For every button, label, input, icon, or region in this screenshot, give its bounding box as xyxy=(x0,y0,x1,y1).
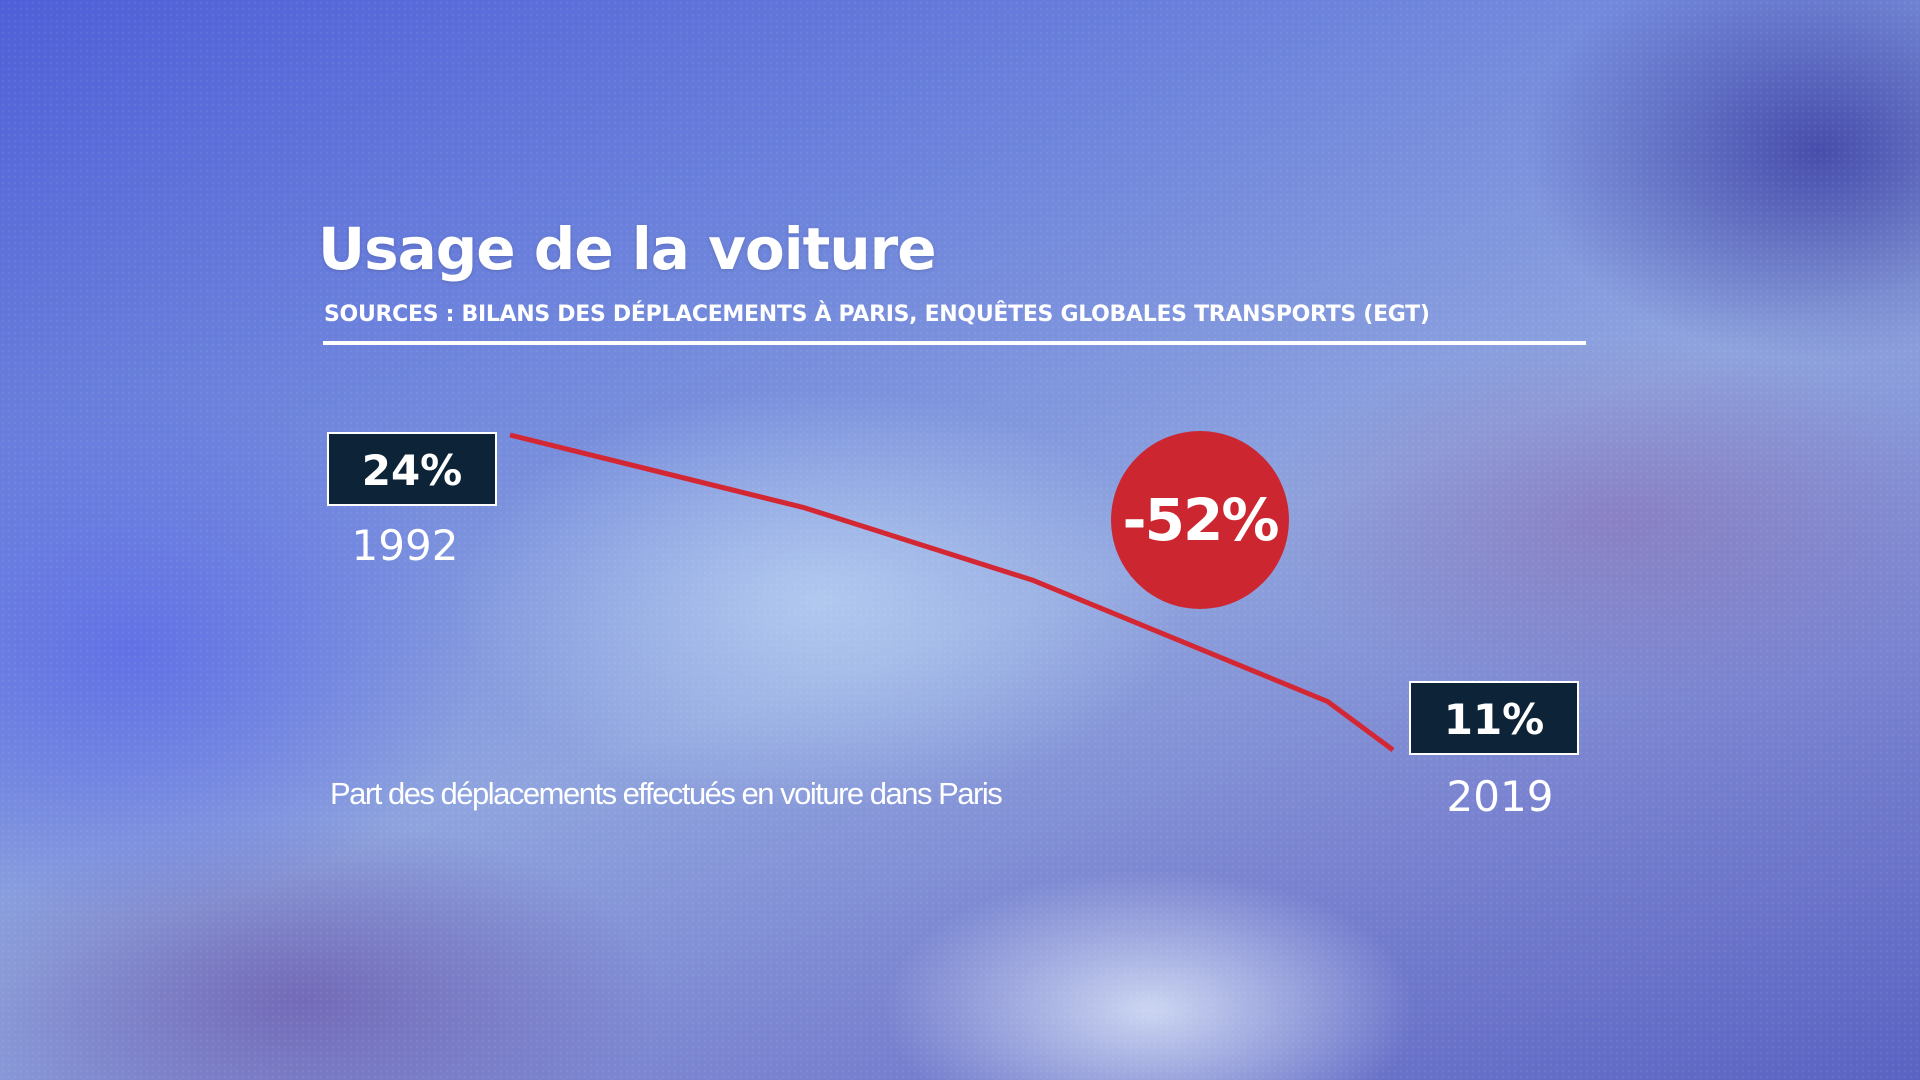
end-year-label: 2019 xyxy=(1447,772,1554,821)
chart-title: Usage de la voiture xyxy=(318,215,937,283)
change-badge-circle xyxy=(1111,431,1289,609)
change-badge: -52% xyxy=(1111,431,1289,609)
chart-caption: Part des déplacements effectués en voitu… xyxy=(330,776,1003,811)
start-label: 24% 1992 xyxy=(327,432,497,570)
start-value-box xyxy=(327,432,497,506)
change-badge-label: -52% xyxy=(1123,486,1279,554)
series-line xyxy=(509,432,1395,753)
end-value-box xyxy=(1409,681,1579,755)
start-value-label: 24% xyxy=(362,446,463,495)
end-label: 11% 2019 xyxy=(1409,681,1579,821)
start-year-label: 1992 xyxy=(352,521,459,570)
title-divider xyxy=(323,341,1586,345)
chart-source: SOURCES : BILANS DES DÉPLACEMENTS À PARI… xyxy=(324,302,1430,327)
end-value-label: 11% xyxy=(1444,695,1545,744)
